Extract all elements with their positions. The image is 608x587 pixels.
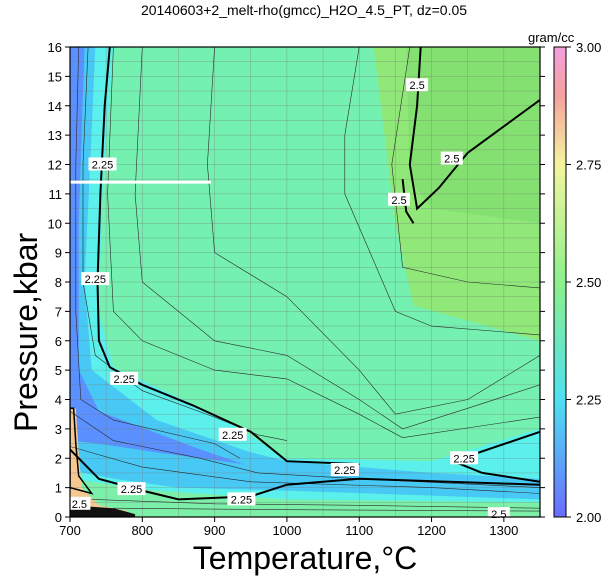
contour-label-box (88, 157, 117, 171)
contour-label-box (406, 78, 429, 92)
contour-label-box (450, 451, 479, 465)
contour-label: 2.5 (487, 507, 510, 521)
contour-line-major (450, 430, 540, 483)
density-field-base-strip (70, 478, 540, 517)
y-tick-label: 10 (48, 216, 62, 231)
y-tick-label: 11 (49, 187, 63, 202)
contour-line-thin (207, 47, 540, 415)
x-tick-label: 900 (204, 523, 226, 538)
y-tick-label: 14 (48, 99, 62, 114)
colorbar-tick-label: 2.25 (576, 393, 601, 408)
contour-line-thin (70, 446, 540, 494)
contour-label: 2.5 (68, 496, 91, 511)
x-axis-label: Temperature,°C (192, 540, 418, 576)
colorbar-tick-label: 2.75 (576, 158, 601, 173)
contour-label-text: 2.5 (444, 154, 459, 166)
y-tick-label: 9 (55, 246, 62, 261)
y-tick-label: 3 (55, 422, 62, 437)
y-tick-label: 15 (48, 69, 62, 84)
y-tick-label: 12 (48, 158, 62, 173)
y-tick-label: 0 (55, 510, 62, 525)
contour-line-thin (107, 47, 540, 439)
contour-label-box (110, 371, 139, 385)
contour-label-box (227, 492, 256, 506)
contour-label: 2.25 (110, 371, 139, 386)
contour-label: 2.5 (440, 151, 463, 166)
contour-label-box (440, 151, 463, 165)
y-tick-label: 16 (48, 40, 62, 55)
contour-line-major (401, 179, 415, 224)
contour-label-text: 2.5 (409, 80, 424, 92)
x-tick-label: 1000 (272, 523, 301, 538)
contour-label: 2.25 (227, 492, 256, 506)
contour-label: 2.25 (81, 272, 110, 286)
x-tick-label: 1200 (417, 523, 446, 538)
colorbar-tick-label: 2.00 (576, 510, 601, 525)
y-tick-label: 8 (55, 275, 62, 290)
contour-label-text: 2.25 (113, 374, 134, 386)
contour-label-box (330, 463, 359, 476)
contour-label: 2.25 (218, 427, 247, 442)
contour-label-box (218, 427, 247, 441)
contour-label-box (388, 192, 410, 206)
contour-label: 2.25 (88, 157, 117, 172)
contour-label-text: 2.25 (121, 484, 142, 496)
contour-line-major (408, 47, 540, 211)
contour-label-box (68, 496, 91, 510)
colorbar-scale (553, 46, 567, 518)
contour-label-box (81, 272, 110, 286)
contour-label: 2.25 (450, 451, 479, 465)
colorbar-tick-label: 3.00 (576, 40, 601, 55)
contour-label: 2.25 (117, 482, 146, 496)
contour-label-text: 2.5 (72, 499, 87, 511)
y-tick-label: 5 (55, 363, 62, 378)
x-tick-label: 800 (131, 523, 153, 538)
contour-line-major (70, 448, 540, 501)
y-tick-label: 4 (55, 393, 62, 408)
contour-label-text: 2.25 (92, 160, 113, 172)
contour-label-text: 2.25 (85, 274, 106, 286)
chart-title: 20140603+2_melt-rho(gmcc)_H2O_4.5_PT, dz… (140, 2, 468, 18)
contour-label-text: 2.25 (231, 494, 252, 506)
contour-label-text: 2.25 (222, 430, 243, 442)
x-tick-label: 700 (59, 523, 81, 538)
x-tick-label: 1300 (489, 523, 518, 538)
x-tick-label: 1100 (345, 523, 373, 538)
contour-label-text: 2.25 (453, 453, 474, 465)
colorbar-units-label: gram/cc (528, 30, 575, 45)
contour-line-thin (91, 499, 540, 509)
contour-line-thin (391, 47, 540, 289)
y-tick-label: 1 (55, 481, 62, 496)
contour-label-text: 2.5 (491, 509, 506, 521)
contour-line-thin (344, 47, 540, 336)
contour-label: 2.5 (406, 78, 429, 92)
contour-label-text: 2.25 (334, 465, 355, 477)
y-tick-label: 7 (55, 304, 62, 319)
contour-label-text: 2.5 (391, 195, 406, 207)
y-tick-label: 13 (48, 128, 62, 143)
contour-line-corner (70, 407, 94, 495)
contour-label: 2.5 (388, 192, 410, 207)
contour-line-thin (134, 47, 540, 430)
y-tick-label: 6 (55, 334, 62, 349)
contour-line-thin (113, 507, 540, 512)
colorbar-tick-label: 2.50 (576, 275, 601, 290)
contour-label-box (117, 482, 146, 496)
density-field-lowest-region (70, 47, 244, 465)
y-tick-label: 2 (55, 451, 62, 466)
contour-line-thin (75, 47, 241, 459)
contour-label: 2.25 (330, 463, 359, 477)
density-field-low-region (70, 47, 540, 500)
